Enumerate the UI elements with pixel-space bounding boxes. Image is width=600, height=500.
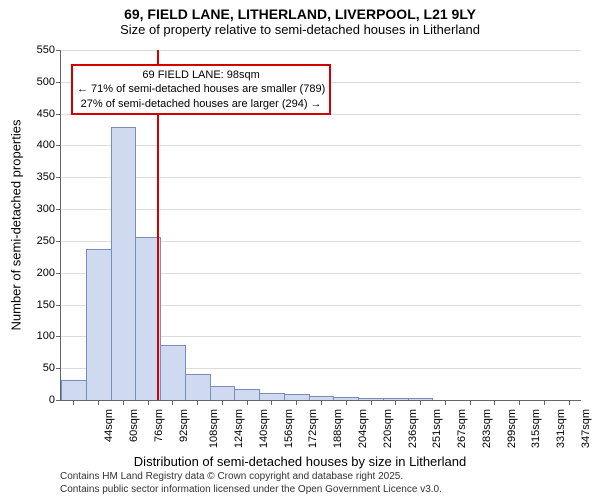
histogram-bar bbox=[86, 249, 112, 400]
x-tick-mark bbox=[98, 400, 99, 405]
x-tick-mark bbox=[544, 400, 545, 405]
x-tick-mark bbox=[296, 400, 297, 405]
footer-line-2: Contains public sector information licen… bbox=[60, 483, 442, 496]
y-tick-label: 250 bbox=[37, 235, 61, 247]
x-tick-label: 156sqm bbox=[283, 409, 295, 448]
x-tick-label: 92sqm bbox=[178, 409, 190, 442]
x-tick-mark bbox=[73, 400, 74, 405]
histogram-bar bbox=[111, 127, 137, 400]
y-tick-label: 50 bbox=[43, 362, 61, 374]
x-tick-label: 331sqm bbox=[555, 409, 567, 448]
x-tick-label: 108sqm bbox=[209, 409, 221, 448]
x-tick-label: 251sqm bbox=[431, 409, 443, 448]
footer-line-1: Contains HM Land Registry data © Crown c… bbox=[60, 470, 442, 483]
x-tick-mark bbox=[271, 400, 272, 405]
y-tick-label: 0 bbox=[49, 394, 61, 406]
chart-subtitle: Size of property relative to semi-detach… bbox=[0, 22, 600, 37]
x-tick-mark bbox=[321, 400, 322, 405]
x-tick-label: 204sqm bbox=[357, 409, 369, 448]
x-tick-mark bbox=[197, 400, 198, 405]
x-tick-label: 188sqm bbox=[332, 409, 344, 448]
x-tick-mark bbox=[519, 400, 520, 405]
x-tick-mark bbox=[445, 400, 446, 405]
y-tick-label: 400 bbox=[37, 139, 61, 151]
x-axis-label: Distribution of semi-detached houses by … bbox=[0, 454, 600, 469]
histogram-bar bbox=[61, 380, 87, 400]
x-tick-mark bbox=[494, 400, 495, 405]
chart-container: 69, FIELD LANE, LITHERLAND, LIVERPOOL, L… bbox=[0, 0, 600, 500]
x-tick-label: 60sqm bbox=[128, 409, 140, 442]
x-tick-mark bbox=[123, 400, 124, 405]
y-tick-label: 100 bbox=[37, 330, 61, 342]
title-block: 69, FIELD LANE, LITHERLAND, LIVERPOOL, L… bbox=[0, 6, 600, 37]
y-tick-label: 200 bbox=[37, 267, 61, 279]
x-tick-label: 267sqm bbox=[456, 409, 468, 448]
x-tick-label: 315sqm bbox=[530, 409, 542, 448]
x-tick-mark bbox=[222, 400, 223, 405]
x-tick-label: 347sqm bbox=[580, 409, 592, 448]
y-tick-label: 350 bbox=[37, 171, 61, 183]
histogram-bar bbox=[210, 386, 236, 400]
annotation-line: 69 FIELD LANE: 98sqm bbox=[77, 68, 325, 82]
gridline bbox=[61, 50, 581, 51]
y-tick-label: 450 bbox=[37, 108, 61, 120]
y-tick-label: 300 bbox=[37, 203, 61, 215]
gridline bbox=[61, 145, 581, 146]
annotation-line: 27% of semi-detached houses are larger (… bbox=[77, 97, 325, 111]
x-tick-label: 140sqm bbox=[258, 409, 270, 448]
x-tick-mark bbox=[420, 400, 421, 405]
annotation-line: ← 71% of semi-detached houses are smalle… bbox=[77, 82, 325, 96]
x-tick-mark bbox=[569, 400, 570, 405]
annotation-box: 69 FIELD LANE: 98sqm← 71% of semi-detach… bbox=[71, 64, 331, 115]
x-tick-mark bbox=[346, 400, 347, 405]
y-tick-label: 550 bbox=[37, 44, 61, 56]
x-tick-mark bbox=[247, 400, 248, 405]
histogram-bar bbox=[234, 389, 260, 400]
x-tick-label: 76sqm bbox=[153, 409, 165, 442]
x-tick-mark bbox=[148, 400, 149, 405]
gridline bbox=[61, 209, 581, 210]
x-tick-label: 44sqm bbox=[103, 409, 115, 442]
x-tick-label: 220sqm bbox=[382, 409, 394, 448]
histogram-bar bbox=[160, 345, 186, 400]
x-tick-label: 299sqm bbox=[506, 409, 518, 448]
y-axis-label: Number of semi-detached properties bbox=[9, 120, 24, 331]
x-tick-mark bbox=[395, 400, 396, 405]
x-tick-label: 236sqm bbox=[407, 409, 419, 448]
x-tick-mark bbox=[470, 400, 471, 405]
y-tick-label: 150 bbox=[37, 299, 61, 311]
plot-area: 05010015020025030035040045050055044sqm60… bbox=[60, 50, 581, 401]
gridline bbox=[61, 177, 581, 178]
chart-title: 69, FIELD LANE, LITHERLAND, LIVERPOOL, L… bbox=[0, 6, 600, 22]
x-tick-label: 124sqm bbox=[233, 409, 245, 448]
x-tick-mark bbox=[172, 400, 173, 405]
x-tick-label: 172sqm bbox=[308, 409, 320, 448]
histogram-bar bbox=[185, 374, 211, 400]
histogram-bar bbox=[259, 393, 285, 400]
footer-credits: Contains HM Land Registry data © Crown c… bbox=[60, 470, 442, 496]
x-tick-label: 283sqm bbox=[481, 409, 493, 448]
x-tick-mark bbox=[371, 400, 372, 405]
y-tick-label: 500 bbox=[37, 76, 61, 88]
